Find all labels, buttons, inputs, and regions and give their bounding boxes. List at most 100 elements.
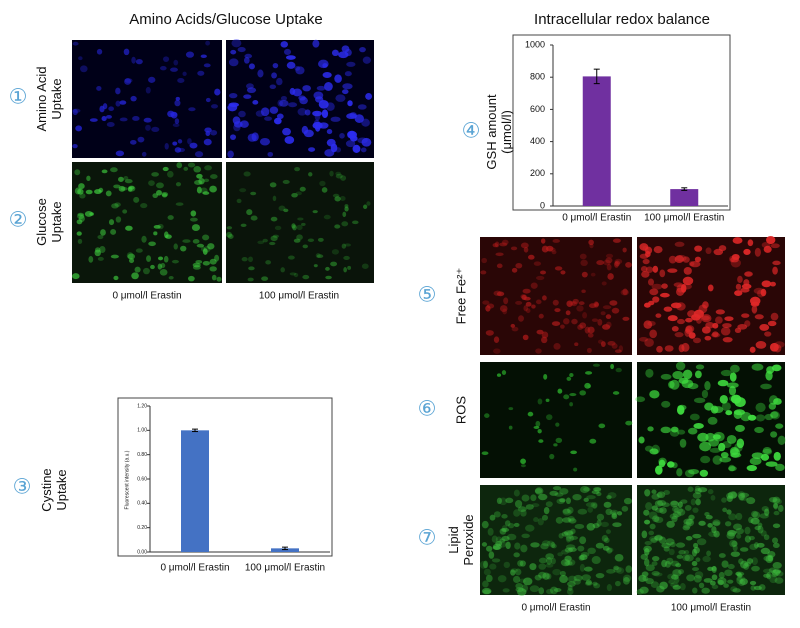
cell: [568, 301, 576, 306]
cell: [644, 246, 653, 255]
cell: [654, 535, 663, 541]
cell: [614, 349, 622, 354]
cell: [605, 321, 612, 328]
cell: [157, 256, 164, 261]
cell: [216, 276, 222, 282]
cell: [614, 580, 621, 587]
cell: [728, 465, 737, 472]
cell: [605, 508, 613, 516]
cell: [530, 494, 537, 502]
cell: [670, 302, 682, 309]
cell: [315, 253, 321, 258]
cell: [761, 280, 772, 288]
cell: [360, 147, 367, 153]
panel-number: ③: [13, 476, 32, 499]
cell: [609, 300, 618, 306]
cell: [554, 308, 561, 313]
cell: [190, 210, 197, 217]
y-tick-label: 800: [530, 72, 545, 82]
cell: [566, 376, 572, 381]
cell: [538, 313, 544, 319]
cell: [552, 239, 560, 243]
row-label: Peroxide: [461, 514, 476, 565]
cell: [319, 180, 326, 187]
cell: [649, 535, 659, 542]
cell: [334, 224, 341, 229]
cell: [237, 47, 246, 53]
cell: [676, 284, 685, 293]
row-label: Lipid: [446, 526, 461, 553]
cell: [163, 255, 169, 263]
cell: [105, 114, 112, 119]
cell: [736, 573, 743, 578]
row-label: Glucose: [34, 198, 49, 246]
cell: [746, 497, 756, 505]
cell: [553, 587, 562, 593]
cell: [579, 536, 587, 545]
cell: [766, 235, 776, 245]
cell: [772, 260, 781, 266]
cell: [481, 542, 488, 547]
cell: [757, 525, 764, 534]
cell: [643, 302, 651, 308]
cell: [150, 264, 155, 270]
cell: [262, 238, 268, 243]
micrograph-bg: [480, 362, 632, 478]
cell: [135, 248, 143, 253]
cell: [308, 147, 316, 152]
cell: [246, 87, 257, 94]
cell: [560, 559, 571, 567]
cell: [493, 290, 502, 296]
cell: [513, 552, 520, 558]
cell: [639, 336, 649, 342]
cell: [148, 180, 155, 186]
cell: [754, 426, 764, 434]
cell: [204, 165, 212, 171]
cell: [564, 555, 572, 562]
cell: [552, 299, 559, 306]
cell: [673, 282, 684, 288]
cell: [211, 274, 217, 281]
cell: [499, 242, 508, 247]
cell: [605, 253, 614, 259]
cell: [735, 571, 742, 576]
cell: [641, 571, 649, 577]
cell: [194, 151, 204, 158]
cell: [701, 389, 709, 399]
cell: [770, 411, 780, 420]
cell: [504, 520, 511, 527]
y-tick-label: 400: [530, 136, 545, 146]
cell: [271, 72, 277, 79]
cell: [760, 383, 772, 390]
cell: [280, 41, 289, 48]
cell: [660, 373, 672, 380]
cell: [361, 118, 370, 127]
cell: [511, 326, 519, 332]
cell: [644, 541, 652, 546]
cell: [486, 545, 493, 552]
cell: [669, 513, 679, 520]
cell: [357, 104, 367, 110]
cell: [730, 394, 742, 404]
cell: [712, 455, 722, 465]
cell: [656, 345, 663, 353]
cell: [520, 464, 526, 468]
cell: [765, 370, 773, 381]
cell: [777, 435, 786, 445]
cell: [584, 326, 591, 334]
cell: [191, 224, 201, 232]
error-bar: [192, 428, 198, 433]
cell: [715, 309, 725, 315]
cell: [541, 331, 549, 339]
cell: [292, 88, 303, 97]
cell: [72, 108, 81, 113]
cell: [586, 495, 596, 500]
cell: [259, 137, 271, 146]
cell: [577, 545, 585, 552]
cell: [693, 542, 699, 549]
cell: [566, 587, 574, 595]
cell: [261, 276, 269, 281]
cell: [344, 71, 352, 77]
cell: [704, 381, 711, 391]
cell: [72, 41, 79, 46]
